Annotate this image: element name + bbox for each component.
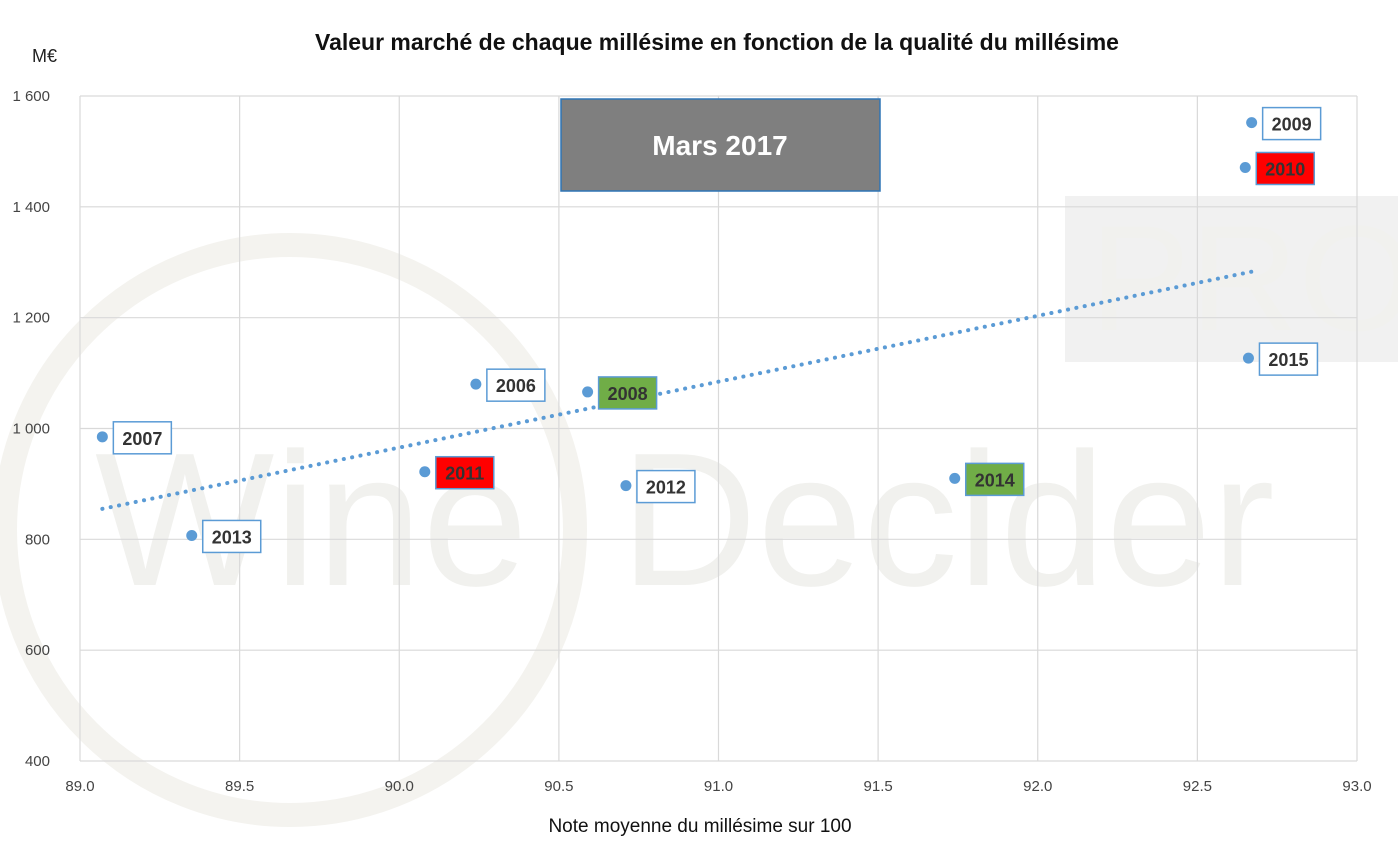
x-tick-label: 90.5 — [544, 778, 573, 795]
y-tick-label: 1 000 — [12, 421, 50, 438]
data-label-box — [201, 519, 262, 554]
chart-title: Valeur marché de chaque millésime en fon… — [315, 29, 1119, 55]
x-tick-label: 91.5 — [864, 778, 893, 795]
x-tick-label: 93.0 — [1342, 778, 1371, 795]
y-tick-label: 1 600 — [12, 88, 50, 105]
data-label: 2007 — [122, 429, 162, 449]
data-label: 2009 — [1272, 115, 1312, 135]
data-point — [582, 386, 594, 398]
data-label: 2008 — [608, 384, 648, 404]
data-point — [470, 378, 482, 390]
watermark-badge — [1065, 196, 1398, 362]
data-label: 2010 — [1265, 159, 1305, 179]
points-layer: 2007 2013 2011 2006 2008 2012 2014 2015 2010 2009 — [96, 106, 1322, 554]
data-label: 2014 — [975, 470, 1015, 490]
data-point — [1239, 161, 1251, 173]
y-tick-label: 600 — [25, 642, 50, 659]
data-point — [949, 472, 961, 484]
data-point — [419, 466, 431, 478]
x-tick-label: 90.0 — [385, 778, 414, 795]
x-tick-label: 92.5 — [1183, 778, 1212, 795]
data-point — [96, 431, 108, 443]
y-tick-label: 400 — [25, 753, 50, 770]
data-label: 2013 — [212, 527, 252, 547]
date-banner: Mars 2017 — [560, 98, 881, 192]
watermark-right-text: Decider — [620, 414, 1275, 626]
date-banner-box — [560, 98, 881, 192]
trendline-layer — [100, 269, 1254, 511]
x-axis-ticks: 89.0 89.5 90.0 90.5 91.0 91.5 92.0 92.5 93.0 — [65, 778, 1371, 795]
data-point — [1246, 117, 1258, 129]
data-label-box — [964, 462, 1025, 497]
data-label-box — [636, 469, 696, 504]
x-tick-label: 92.0 — [1023, 778, 1052, 795]
y-axis-ticks: 400 600 800 1 000 1 200 1 400 1 600 — [12, 88, 50, 770]
trendline — [100, 269, 1254, 511]
y-axis-label: M€ — [32, 46, 57, 66]
grid — [79, 95, 1358, 762]
data-label: 2015 — [1268, 350, 1308, 370]
data-label-box — [1255, 151, 1316, 186]
data-point — [1242, 352, 1254, 364]
y-tick-label: 800 — [25, 531, 50, 548]
watermark-ring — [0, 233, 587, 827]
data-point — [620, 480, 632, 492]
x-axis-label: Note moyenne du millésime sur 100 — [548, 816, 851, 837]
data-label-box — [486, 368, 546, 402]
x-tick-label: 89.0 — [65, 778, 94, 795]
date-banner-text: Mars 2017 — [652, 130, 787, 161]
watermark-badge-text: PRO — [1090, 194, 1398, 362]
data-point — [186, 529, 198, 541]
x-tick-label: 89.5 — [225, 778, 254, 795]
data-label: 2011 — [445, 464, 484, 484]
data-label: 2006 — [496, 376, 536, 396]
y-tick-label: 1 200 — [12, 310, 50, 327]
watermark: PRO Wine Decider — [0, 194, 1398, 827]
y-tick-label: 1 400 — [12, 199, 50, 216]
data-label: 2012 — [646, 478, 686, 498]
data-label-box — [435, 455, 495, 490]
x-tick-label: 91.0 — [704, 778, 733, 795]
data-label-box — [112, 421, 173, 455]
data-label-box — [1261, 106, 1322, 141]
data-label-box — [1258, 342, 1319, 376]
data-label-box — [597, 376, 658, 410]
